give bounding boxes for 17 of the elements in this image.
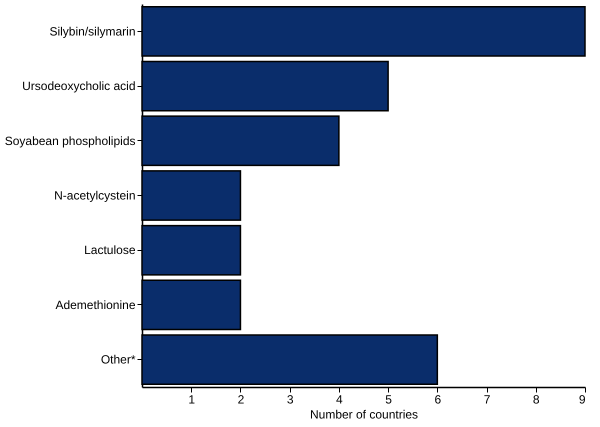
x-tick-label: 5 (385, 392, 392, 406)
x-tick-label: 7 (484, 392, 491, 406)
x-tick-label: 8 (532, 392, 540, 406)
x-tick-label: 6 (434, 392, 442, 406)
x-axis-title: Number of countries (310, 408, 418, 422)
x-tick-label: 4 (336, 392, 344, 406)
x-tick-label: 9 (578, 392, 586, 406)
y-tick-label: Other* (100, 352, 136, 367)
y-tick-label: Soyabean phospholipids (4, 134, 136, 148)
y-tick-label: Lactulose (84, 243, 136, 258)
y-tick-label: Silybin/silymarin (49, 24, 136, 38)
x-tick-label: 1 (188, 392, 196, 406)
y-tick-label: Ademethionine (55, 298, 136, 312)
x-tick-label: 3 (286, 392, 294, 406)
x-tick-label: 2 (238, 392, 245, 406)
y-tick-label: N-acetylcystein (54, 188, 136, 202)
y-tick-label: Ursodeoxycholic acid (22, 79, 136, 94)
